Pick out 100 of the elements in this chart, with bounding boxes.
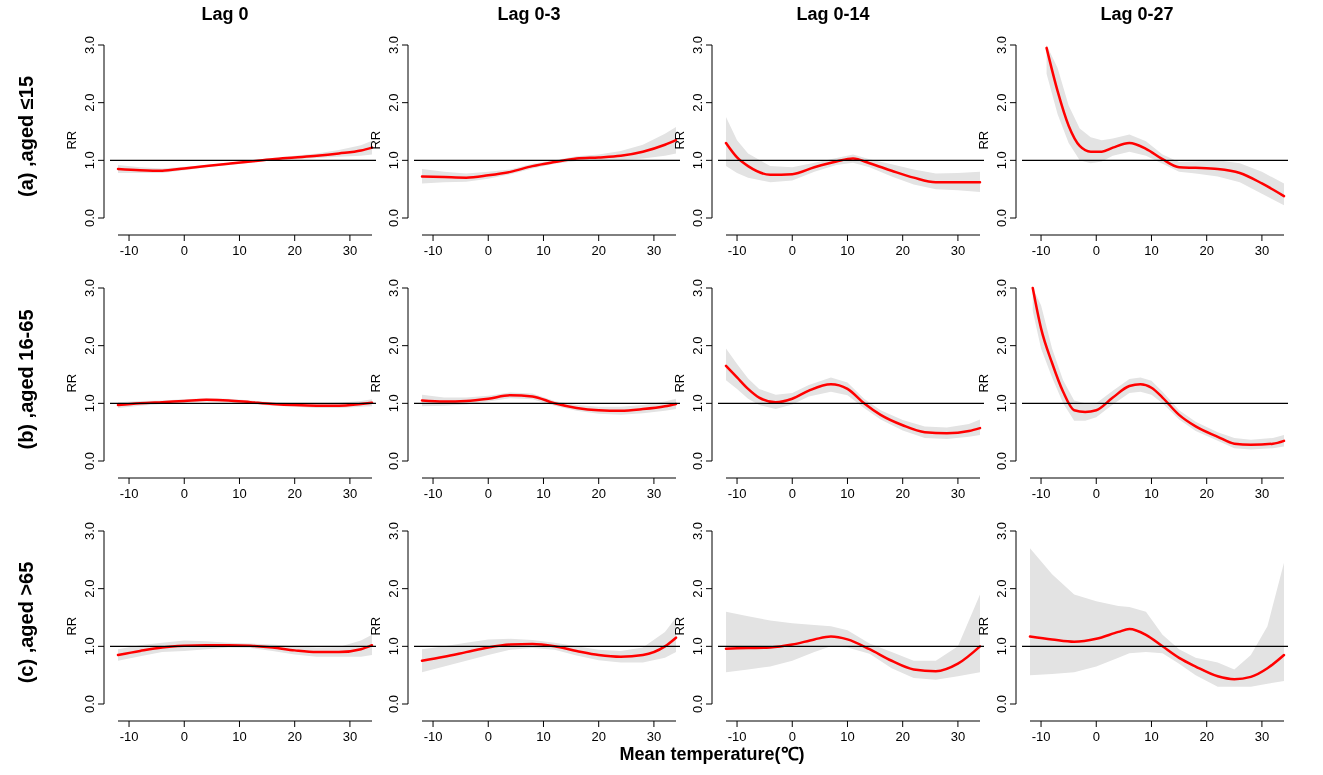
y-tick-label: 0.0 [994,451,1009,471]
y-tick-label: 0.0 [994,694,1009,714]
y-tick-label: 3.0 [690,521,705,541]
y-tick-label: 3.0 [82,521,97,541]
x-tick-label: 20 [287,243,302,258]
x-tick-label: -10 [727,729,747,744]
text: (c) ,aged >65 [15,561,37,684]
y-tick-label: 2.0 [82,93,97,112]
x-tick-label: 20 [287,729,302,744]
x-tick-label: 30 [1254,486,1270,501]
y-axis-title: RR [64,373,79,393]
y-tick-label: 3.0 [386,35,401,55]
x-tick-label: 20 [895,486,910,501]
y-tick-label: 2.0 [690,93,705,112]
x-tick-label: 20 [1199,729,1214,744]
x-tick-label: 10 [1144,729,1159,744]
text: (b) ,aged 16-65 [15,309,37,450]
x-tick-label: -10 [423,243,443,258]
x-tick-label: -10 [423,729,443,744]
y-tick-label: 2.0 [386,93,401,112]
x-tick-label: 0 [1092,243,1100,258]
x-tick-label: 10 [232,243,247,258]
y-tick-label: 0.0 [386,694,401,714]
y-tick-label: 1.0 [386,151,401,170]
y-tick-label: 1.0 [386,394,401,413]
x-tick-label: -10 [1031,486,1051,501]
y-tick-label: 2.0 [82,579,97,598]
chart-title: Lag 0-14 [796,4,870,24]
x-tick-label: 0 [788,486,796,501]
y-tick-label: 1.0 [994,151,1009,170]
y-tick-label: 3.0 [994,521,1009,541]
x-tick-label: 0 [788,729,796,744]
x-tick-label: 10 [536,729,551,744]
x-tick-label: 0 [180,729,188,744]
x-tick-label: 10 [1144,243,1159,258]
y-axis-title: RR [368,616,383,636]
y-tick-label: 3.0 [386,521,401,541]
y-tick-label: 0.0 [386,451,401,471]
y-tick-label: 3.0 [994,278,1009,298]
y-tick-label: 1.0 [82,637,97,656]
y-tick-label: 1.0 [994,394,1009,413]
y-tick-label: 0.0 [82,208,97,228]
y-tick-label: 2.0 [994,579,1009,598]
x-tick-label: 30 [646,486,662,501]
x-tick-label: 0 [180,243,188,258]
chart-title: Lag 0-3 [497,4,561,24]
x-tick-label: 30 [950,729,966,744]
x-tick-label: -10 [1031,729,1051,744]
x-tick-label: 0 [180,486,188,501]
x-tick-label: -10 [1031,243,1051,258]
y-tick-label: 0.0 [690,208,705,228]
y-tick-label: 3.0 [690,278,705,298]
x-tick-label: 20 [287,486,302,501]
y-axis-title: RR [368,130,383,150]
y-tick-label: 0.0 [82,451,97,471]
x-tick-label: 30 [646,729,662,744]
x-tick-label: 10 [232,486,247,501]
x-tick-label: 10 [536,486,551,501]
chart-title: Lag 0-27 [1100,4,1174,24]
y-tick-label: 2.0 [690,336,705,355]
x-tick-label: 0 [484,243,492,258]
y-tick-label: 1.0 [386,637,401,656]
x-tick-label: 20 [591,729,606,744]
y-tick-label: 3.0 [994,35,1009,55]
y-axis-title: RR [672,373,687,393]
x-tick-label: 0 [1092,486,1100,501]
x-tick-label: 20 [591,243,606,258]
y-tick-label: 1.0 [82,151,97,170]
x-tick-label: 10 [840,243,855,258]
x-tick-label: -10 [423,486,443,501]
y-tick-label: 0.0 [82,694,97,714]
x-tick-label: -10 [727,486,747,501]
x-tick-label: 30 [950,486,966,501]
x-tick-label: 30 [342,243,358,258]
text: (a) ,aged ≤15 [15,75,37,198]
x-tick-label: 20 [1199,486,1214,501]
y-tick-label: 0.0 [690,451,705,471]
y-tick-label: 3.0 [386,278,401,298]
x-tick-label: 30 [646,243,662,258]
x-tick-label: 30 [342,486,358,501]
x-tick-label: 20 [591,486,606,501]
x-tick-label: 0 [484,486,492,501]
x-tick-label: -10 [727,243,747,258]
y-axis-title: RR [672,130,687,150]
x-tick-label: 30 [342,729,358,744]
x-tick-label: -10 [119,486,139,501]
y-axis-title: RR [976,373,991,393]
x-tick-label: 20 [1199,243,1214,258]
y-tick-label: 3.0 [82,35,97,55]
y-tick-label: 0.0 [690,694,705,714]
y-axis-title: RR [368,373,383,393]
y-tick-label: 1.0 [82,394,97,413]
x-tick-label: -10 [119,243,139,258]
y-tick-label: 2.0 [994,336,1009,355]
x-tick-label: 10 [536,243,551,258]
y-axis-title: RR [976,130,991,150]
y-axis-title: RR [672,616,687,636]
y-tick-label: 0.0 [386,208,401,228]
y-tick-label: 2.0 [386,579,401,598]
y-tick-label: 1.0 [690,394,705,413]
